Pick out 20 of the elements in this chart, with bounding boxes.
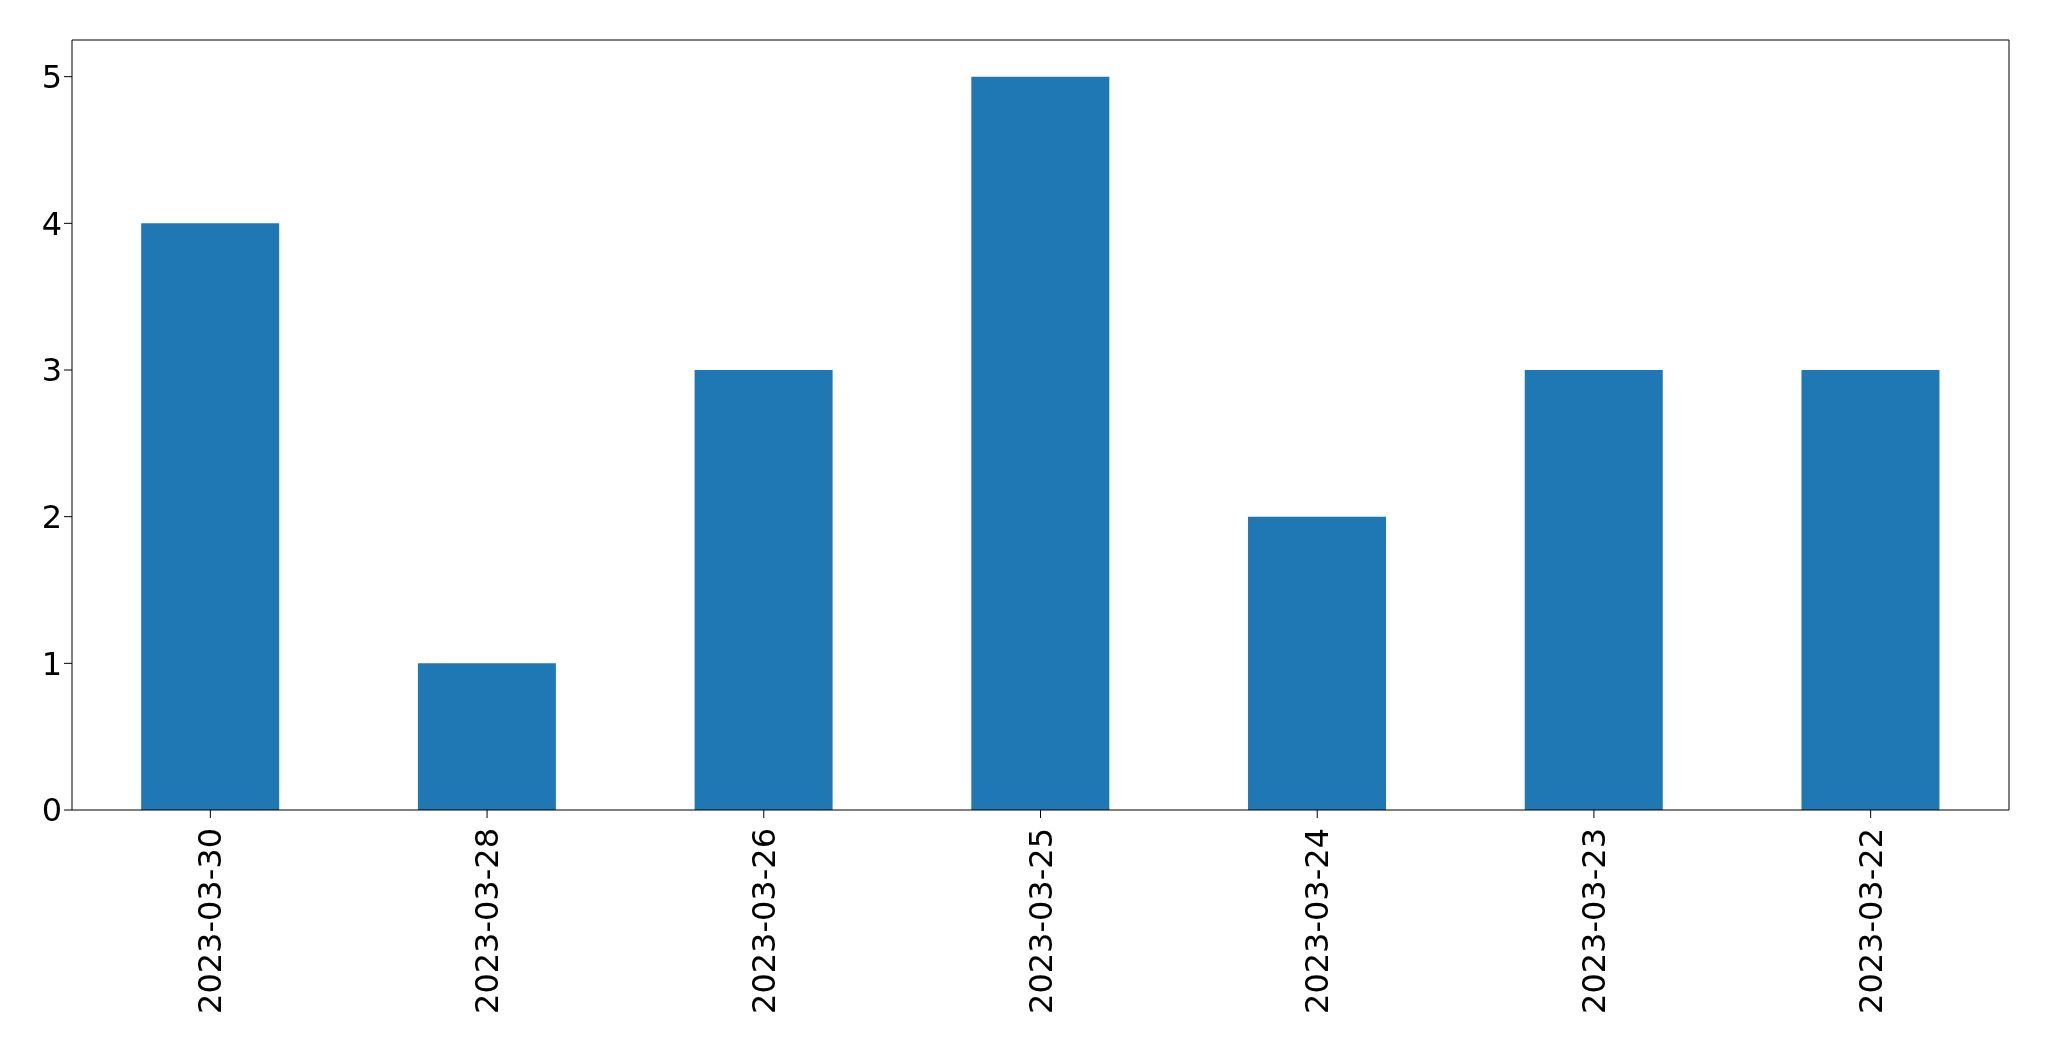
x-tick-label: 2023-03-23 bbox=[1574, 828, 1613, 1014]
x-tick-label: 2023-03-24 bbox=[1298, 828, 1337, 1014]
x-tick-label: 2023-03-28 bbox=[468, 828, 507, 1014]
y-tick-label: 0 bbox=[41, 791, 62, 830]
y-tick-label: 3 bbox=[41, 351, 62, 390]
bar bbox=[417, 663, 556, 810]
x-tick-label: 2023-03-22 bbox=[1851, 828, 1890, 1014]
y-tick-label: 4 bbox=[41, 204, 62, 243]
x-tick-label: 2023-03-26 bbox=[744, 828, 783, 1014]
bar bbox=[1524, 370, 1663, 810]
y-tick-label: 2 bbox=[41, 498, 62, 537]
bar bbox=[971, 76, 1110, 810]
y-tick-label: 1 bbox=[41, 644, 62, 683]
bar bbox=[1248, 516, 1387, 810]
bar bbox=[1801, 370, 1940, 810]
y-tick-label: 5 bbox=[41, 58, 62, 97]
bar bbox=[694, 370, 833, 810]
x-tick-label: 2023-03-30 bbox=[191, 828, 230, 1014]
x-tick-label: 2023-03-25 bbox=[1021, 828, 1060, 1014]
bar bbox=[141, 223, 280, 810]
